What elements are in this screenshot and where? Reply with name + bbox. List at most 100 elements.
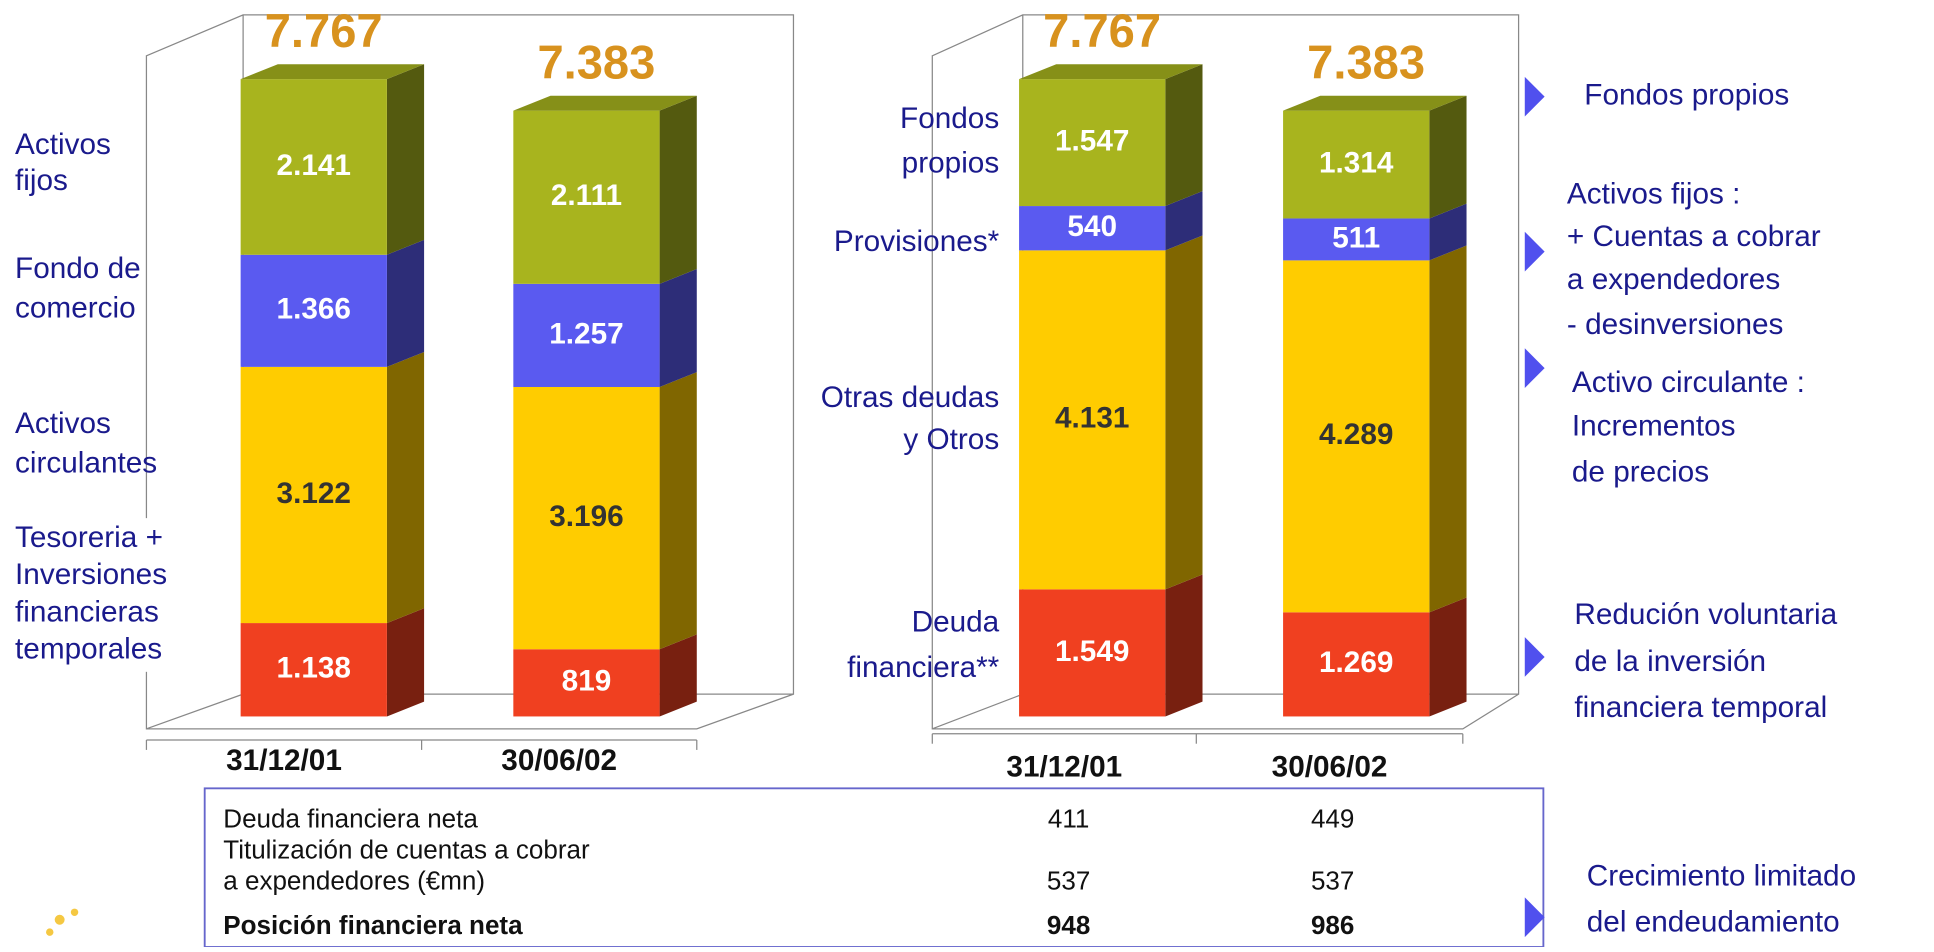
bar-side xyxy=(659,372,697,650)
series-label: financiera** xyxy=(847,651,999,684)
table-value: 411 xyxy=(1048,803,1089,833)
bullet-arrow xyxy=(1524,637,1545,677)
bar-segment xyxy=(513,283,660,387)
bar-side xyxy=(386,352,425,624)
series-label: propios xyxy=(902,147,1000,180)
x-tick-label: 30/06/02 xyxy=(1272,750,1388,783)
bar-segment xyxy=(513,649,660,717)
bullet-arrow xyxy=(1524,76,1545,117)
bullet-arrow xyxy=(1524,348,1545,388)
bar-segment xyxy=(1019,206,1166,251)
bar-side xyxy=(386,239,425,367)
bar-side xyxy=(386,64,425,255)
value-label: 2.141 xyxy=(277,149,351,182)
bullet-arrow xyxy=(1524,897,1545,938)
table-value: 537 xyxy=(1047,865,1090,895)
note-text: - desinversiones xyxy=(1567,308,1784,341)
series-label: Activos xyxy=(15,128,111,161)
value-label: 4.289 xyxy=(1319,418,1393,451)
table-value: 537 xyxy=(1311,865,1354,895)
note-text: + Cuentas a cobrar xyxy=(1567,220,1821,253)
bar-segment xyxy=(240,623,387,717)
note-text: de precios xyxy=(1572,455,1709,488)
note-text: Redución voluntaria xyxy=(1574,598,1837,631)
value-label: 511 xyxy=(1332,221,1380,254)
value-label: 2.111 xyxy=(551,179,622,212)
x-tick-label: 31/12/01 xyxy=(1006,750,1122,783)
table-value: 986 xyxy=(1311,910,1354,940)
table-value: 948 xyxy=(1047,910,1090,940)
table-label: Deuda financiera neta xyxy=(223,803,478,833)
bar-side xyxy=(659,634,697,717)
value-label: 1.366 xyxy=(277,293,351,326)
value-label: 4.131 xyxy=(1055,402,1129,435)
bar-segment xyxy=(513,110,660,284)
total-label: 7.767 xyxy=(1043,4,1161,57)
bar-side xyxy=(1429,203,1467,261)
bar-side xyxy=(1165,64,1203,207)
bar-top xyxy=(513,95,697,111)
series-label: temporales xyxy=(15,633,162,666)
bar-side xyxy=(659,268,697,387)
value-label: 819 xyxy=(562,665,612,698)
x-tick-label: 31/12/01 xyxy=(226,744,342,777)
bullet-arrow xyxy=(1524,231,1545,272)
value-label: 3.196 xyxy=(549,500,623,533)
series-label: fijos xyxy=(15,164,68,197)
bar-side xyxy=(1165,574,1203,717)
bar-segment xyxy=(1283,110,1430,219)
series-label: Otras deudas xyxy=(821,381,1000,414)
series-label: Tesoreria + xyxy=(15,521,163,554)
value-label: 1.314 xyxy=(1319,146,1394,179)
bar-segment xyxy=(1283,612,1430,717)
bar-top xyxy=(1283,95,1467,111)
bar-segment xyxy=(240,79,387,255)
table-label: Titulización de cuentas a cobrar xyxy=(223,834,590,864)
table-value: 449 xyxy=(1311,803,1354,833)
note-text: a expendedores xyxy=(1567,263,1780,296)
bar-side xyxy=(1165,191,1203,251)
note-text: de la inversión xyxy=(1574,645,1766,678)
series-label: y Otros xyxy=(903,423,999,456)
bar-segment xyxy=(1019,79,1166,207)
bar-segment xyxy=(240,254,387,367)
bar-side xyxy=(1165,235,1203,590)
bar-side xyxy=(1429,245,1467,613)
bar-segment xyxy=(240,366,387,624)
note-text: Incrementos xyxy=(1572,409,1736,442)
bar-segment xyxy=(1019,250,1166,590)
bar-top xyxy=(240,64,425,80)
series-label: financieras xyxy=(15,595,159,628)
series-label: Activos xyxy=(15,407,111,440)
value-label: 3.122 xyxy=(277,477,351,510)
series-label: Provisiones* xyxy=(834,225,1000,258)
value-label: 540 xyxy=(1067,210,1117,243)
total-label: 7.383 xyxy=(537,35,655,88)
note-text: Fondos propios xyxy=(1584,79,1789,112)
bar-side xyxy=(1429,597,1467,717)
value-label: 1.269 xyxy=(1319,646,1393,679)
value-label: 1.257 xyxy=(549,317,623,350)
series-label: Fondo de xyxy=(15,252,141,285)
note-text: Crecimiento limitado xyxy=(1587,859,1856,892)
bar-segment xyxy=(1283,218,1430,261)
bar-side xyxy=(1429,95,1467,219)
value-label: 1.138 xyxy=(277,652,351,685)
bar-segment xyxy=(1283,260,1430,613)
bar-segment xyxy=(513,386,660,650)
logo xyxy=(46,908,79,936)
label-bg xyxy=(10,518,211,672)
series-label: Deuda xyxy=(912,605,1000,638)
total-label: 7.383 xyxy=(1307,35,1425,88)
bar-segment xyxy=(1019,589,1166,717)
note-text: Activo circulante : xyxy=(1572,366,1805,399)
x-tick-label: 30/06/02 xyxy=(501,744,617,777)
series-label: comercio xyxy=(15,292,136,325)
bar-top xyxy=(1019,64,1203,80)
bar-side xyxy=(386,608,425,717)
total-label: 7.767 xyxy=(265,4,383,57)
series-label: Fondos xyxy=(900,102,999,135)
value-label: 1.549 xyxy=(1055,635,1129,668)
table-label: Posición financiera neta xyxy=(223,910,523,940)
